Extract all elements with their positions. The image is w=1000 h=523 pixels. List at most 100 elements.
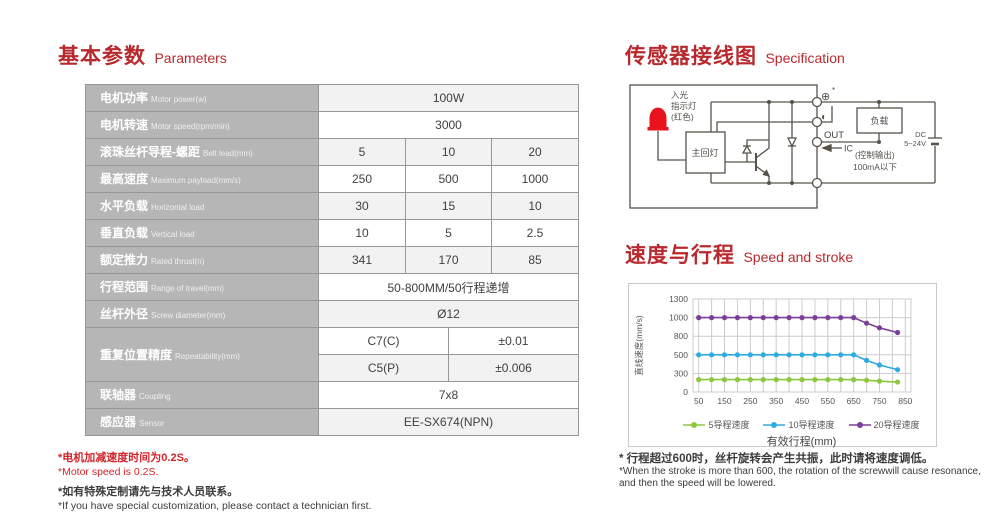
speed-stroke-title-en: Speed and stroke — [743, 249, 854, 265]
chart-x-axis-label: 有效行程(mm) — [766, 436, 837, 448]
svg-text:300: 300 — [674, 368, 688, 378]
svg-text:250: 250 — [743, 396, 757, 406]
data-point — [876, 362, 883, 368]
data-point — [760, 315, 766, 321]
data-point — [773, 315, 779, 321]
svg-text:750: 750 — [872, 396, 886, 406]
table-row: 垂直负载 Vertical load 10 5 2.5 — [85, 219, 580, 247]
data-point — [838, 352, 844, 358]
svg-text:1300: 1300 — [669, 294, 688, 304]
parameters-title-en: Parameters — [154, 50, 227, 66]
param-value-cell: 30 — [318, 192, 406, 220]
svg-text:850: 850 — [898, 396, 912, 406]
data-point — [825, 377, 831, 383]
data-point — [851, 315, 857, 321]
chart-legend: 5导程速度 10导程速度 20导程速度 — [629, 418, 936, 431]
load-label: 负载 — [870, 115, 888, 126]
data-point — [747, 352, 753, 358]
data-point — [721, 352, 728, 358]
param-label-cell: 丝杆外径 Screw diameter(mm) — [85, 300, 319, 328]
table-row: 感应器 Sensor EE-SX674(NPN) — [85, 408, 580, 436]
legend-marker-icon — [763, 421, 786, 428]
data-point — [812, 377, 818, 383]
stroke-note-en: *When the stroke is more than 600, the r… — [619, 466, 981, 489]
led-label-1: 入光 — [671, 90, 689, 100]
parameters-title: 基本参数 Parameters — [58, 40, 227, 70]
param-label-cell: 额定推力 Rated thrust(n) — [85, 246, 319, 274]
data-point — [760, 352, 766, 358]
legend-label: 5导程速度 — [708, 420, 750, 430]
ic-label: IC — [844, 144, 854, 154]
sensor-title-cn: 传感器接线图 — [625, 45, 757, 68]
param-value-cell: 50-800MM/50行程递增 — [317, 273, 580, 301]
table-row: 联轴器 Coupling 7x8 — [85, 381, 580, 409]
data-point — [773, 377, 779, 383]
table-row: 水平负载 Horizontal load 30 15 10 — [85, 192, 580, 220]
data-point — [799, 315, 805, 321]
note-motor-en: *Motor speed is 0.2S. — [58, 465, 159, 478]
data-point — [708, 377, 715, 383]
param-value-cell: 5 — [318, 138, 406, 166]
main-circuit-label: 主回灯 — [691, 147, 718, 158]
table-row: 额定推力 Rated thrust(n) 341 170 85 — [85, 246, 580, 274]
data-point — [734, 352, 741, 358]
speed-stroke-notes: * 行程超过600时，丝杆旋转会产生共振，此时请将速度调低。 *When the… — [619, 452, 991, 489]
data-point — [863, 320, 870, 326]
control-output-label: (控制输出) — [855, 150, 895, 160]
param-label-cell: 行程范围 Range of travel(mm) — [85, 273, 319, 301]
svg-text:500: 500 — [674, 350, 688, 360]
data-point — [863, 357, 870, 363]
data-point — [721, 377, 728, 383]
table-row: 重复位置精度 Repeatability(mm) C7(C) ±0.01 — [85, 327, 580, 382]
param-value-cell: 1000 — [490, 165, 580, 193]
table-row: 滚珠丝杆导程-螺距 Belt lead(mm) 5 10 20 — [85, 138, 580, 166]
param-value-cell: 100W — [317, 84, 580, 112]
param-value-cell: 3000 — [317, 111, 580, 139]
table-row: 最高速度 Maximum payload(mm/s) 250 500 1000 — [85, 165, 580, 193]
param-value-cell: 10 — [405, 138, 492, 166]
note-custom-en: *If you have special customization, plea… — [58, 499, 372, 512]
data-point — [708, 315, 715, 321]
data-point — [812, 352, 818, 358]
param-label-cell: 滚珠丝杆导程-螺距 Belt lead(mm) — [85, 138, 319, 166]
svg-text:650: 650 — [847, 396, 861, 406]
data-point — [760, 377, 766, 383]
param-value-cell: ±0.006 — [447, 354, 580, 382]
param-label-cell: 重复位置精度 Repeatability(mm) — [85, 327, 319, 382]
data-point — [799, 377, 805, 383]
legend-item: 5导程速度 — [683, 418, 749, 431]
data-point — [838, 315, 844, 321]
sensor-wiring-diagram: 入光 指示灯 (红色) 主回灯 负载 ⊕ * ◐ OUT IC DC 5~24V… — [629, 84, 942, 209]
param-label-cell: 电机功率 Motor power(w) — [85, 84, 319, 112]
junction-dots — [767, 100, 881, 185]
legend-item: 20导程速度 — [848, 418, 920, 431]
param-value-cell: EE-SX674(NPN) — [317, 408, 580, 436]
data-point — [786, 377, 792, 383]
param-value-cell: Ø12 — [317, 300, 580, 328]
note-custom-cn: *如有特殊定制请先与技术人员联系。 — [58, 485, 239, 498]
data-point — [734, 377, 741, 383]
svg-text:0: 0 — [683, 387, 688, 397]
stroke-note-cn: * 行程超过600时，丝杆旋转会产生共振，此时请将速度调低。 — [619, 453, 934, 465]
main-circuit-box — [685, 131, 726, 174]
data-point — [696, 352, 702, 358]
svg-text:50: 50 — [694, 396, 704, 406]
series-line — [698, 378, 898, 383]
param-label-cell: 电机转速 Motor speed(rpm/min) — [85, 111, 319, 139]
sensor-title-en: Specification — [765, 50, 845, 66]
note-motor-cn: *电机加减速度时间为0.2S。 — [58, 452, 195, 464]
current-limit-label: 100mA以下 — [853, 162, 897, 172]
data-point — [876, 378, 883, 384]
sensor-title: 传感器接线图 Specification — [625, 40, 845, 70]
param-label-cell: 垂直负载 Vertical load — [85, 219, 319, 247]
param-value-cell: 500 — [405, 165, 492, 193]
table-row: 电机转速 Motor speed(rpm/min) 3000 — [85, 111, 580, 139]
param-label-cell: 水平负载 Horizontal load — [85, 192, 319, 220]
data-point — [696, 377, 702, 383]
data-point — [786, 315, 792, 321]
legend-marker-icon — [848, 421, 871, 428]
data-point — [825, 315, 831, 321]
param-label-cell: 联轴器 Coupling — [85, 381, 319, 409]
data-point — [812, 315, 818, 321]
param-value-cell: 10 — [318, 219, 406, 247]
